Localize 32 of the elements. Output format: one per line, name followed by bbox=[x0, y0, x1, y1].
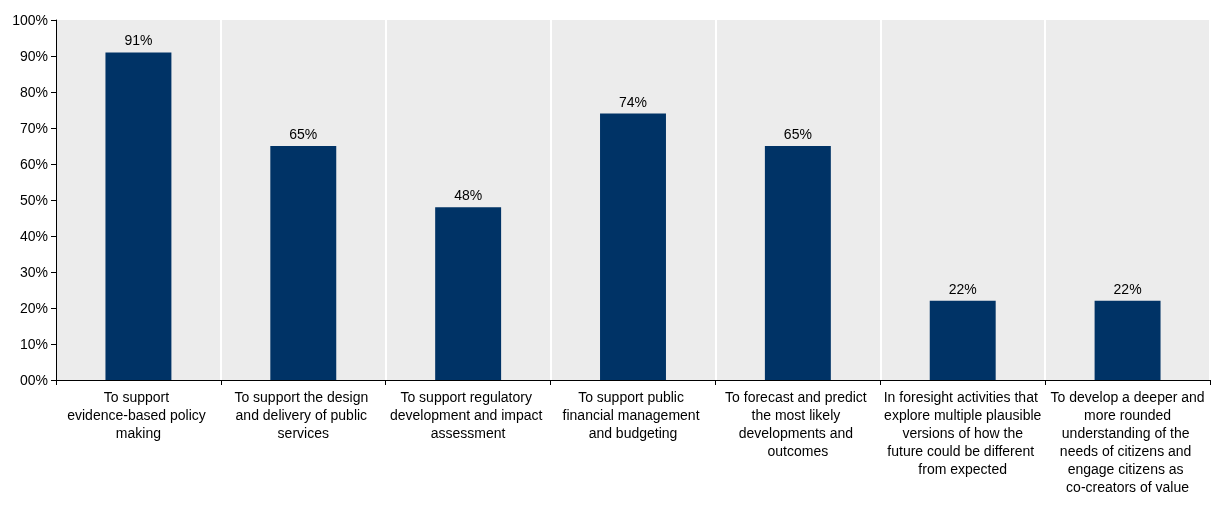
bar bbox=[270, 146, 337, 380]
y-tick-label: 20% bbox=[19, 300, 48, 316]
y-tick-label: 10% bbox=[19, 336, 48, 352]
x-tick-label: To support the design and delivery of public services bbox=[234, 389, 373, 441]
x-tick-label: To support evidence-based policy making bbox=[67, 389, 210, 441]
data-label: 22% bbox=[1113, 280, 1142, 297]
data-label: 22% bbox=[948, 280, 977, 297]
bar bbox=[764, 146, 831, 380]
y-tick-label: 60% bbox=[19, 156, 48, 172]
bar bbox=[435, 207, 502, 380]
data-label: 65% bbox=[783, 126, 812, 142]
x-tick-label: In foresight activities that explore multiple plausible versions of how the future could be different from expected bbox=[883, 389, 1042, 477]
y-tick-label: 50% bbox=[19, 192, 48, 208]
bar bbox=[1094, 300, 1161, 380]
data-label: 74% bbox=[618, 93, 648, 110]
y-tick-label: 100% bbox=[12, 12, 48, 28]
y-tick-label: 70% bbox=[19, 120, 48, 136]
data-label: 48% bbox=[454, 187, 483, 204]
y-tick-label: 30% bbox=[19, 264, 48, 280]
y-tick-label: 40% bbox=[19, 228, 48, 244]
data-label: 91% bbox=[124, 32, 153, 49]
x-tick-label: To forecast and predict the most likely developments and outcomes bbox=[725, 389, 871, 459]
bar bbox=[105, 52, 172, 380]
y-tick-label: 00% bbox=[19, 372, 48, 388]
bar bbox=[600, 113, 666, 380]
bar bbox=[929, 300, 996, 380]
x-tick-label: To develop a deeper and more rounded understanding of the needs of citizens and engage citizens as co-creators of value bbox=[1050, 389, 1205, 495]
y-tick-label: 80% bbox=[19, 84, 48, 100]
x-tick-label: To support regulatory development and impact assessment bbox=[389, 389, 547, 441]
data-label: 65% bbox=[289, 126, 318, 142]
x-tick-label: To support public financial management and budgeting bbox=[562, 389, 704, 441]
y-tick-label: 90% bbox=[19, 48, 48, 64]
